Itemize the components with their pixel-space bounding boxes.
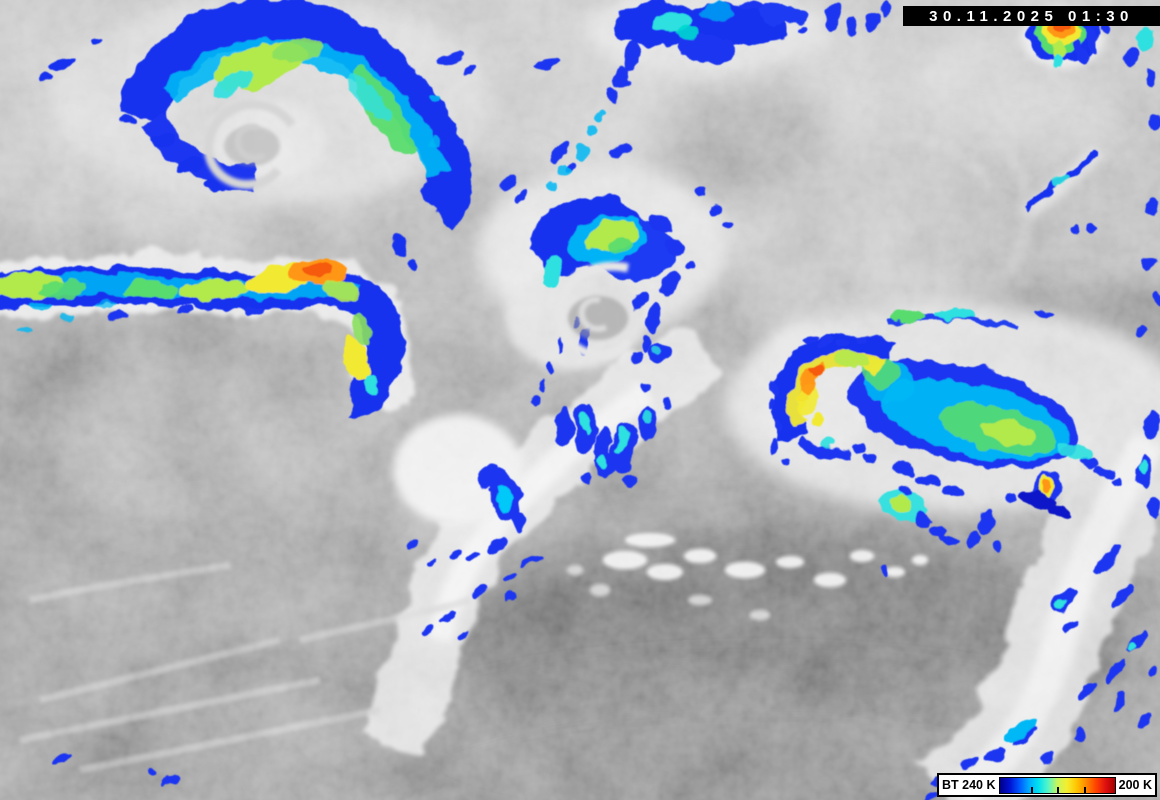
colorbar-legend: BT 240 K 200 K bbox=[937, 773, 1157, 797]
cold-cloud-fragments bbox=[110, 306, 264, 319]
cold-cloud-fragments bbox=[428, 95, 606, 191]
colorbar-tick bbox=[1030, 786, 1033, 793]
storm-system-northwest bbox=[37, 0, 474, 269]
timestamp-text: 30.11.2025 01:30 bbox=[929, 7, 1134, 25]
cold-cloud-fragments bbox=[37, 38, 456, 269]
colorbar-label-start: BT 240 K bbox=[942, 778, 996, 792]
cold-cloud-fragments bbox=[882, 197, 1160, 800]
colorbar-gradient bbox=[998, 776, 1116, 794]
colorbar-tick bbox=[1083, 786, 1086, 793]
vortex-swirls bbox=[204, 99, 633, 360]
colorbar-tick bbox=[1057, 786, 1060, 793]
timestamp-bar: 30.11.2025 01:30 bbox=[903, 6, 1160, 26]
cold-cloud-fragments bbox=[439, 1, 892, 104]
cold-cloud-cores bbox=[580, 345, 663, 467]
colorbar-label-end: 200 K bbox=[1118, 778, 1152, 792]
cold-cloud-fragments bbox=[17, 302, 113, 332]
storm-cluster-north bbox=[428, 1, 892, 191]
storm-system-east bbox=[766, 307, 1125, 553]
cold-cloud-fragments bbox=[766, 333, 1125, 553]
shower-cells-central bbox=[54, 338, 673, 785]
showers-east-edge bbox=[882, 150, 1160, 800]
storm-band-west bbox=[0, 259, 404, 417]
